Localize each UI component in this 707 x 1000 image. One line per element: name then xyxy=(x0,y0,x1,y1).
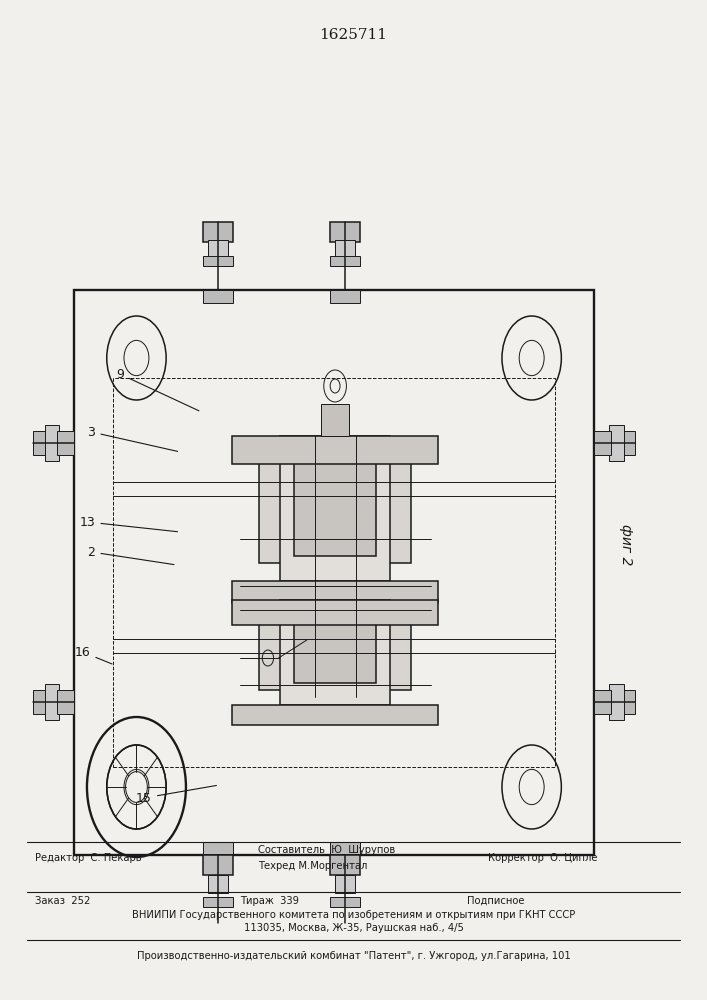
Text: фиг 2: фиг 2 xyxy=(619,524,633,566)
Bar xyxy=(259,615,411,690)
Bar xyxy=(232,581,438,603)
Text: 2: 2 xyxy=(88,546,174,565)
Bar xyxy=(203,222,233,242)
Bar xyxy=(232,436,438,464)
Bar xyxy=(45,684,59,720)
Bar xyxy=(33,431,47,455)
Bar xyxy=(335,240,355,258)
Bar xyxy=(203,897,233,907)
Text: 1625711: 1625711 xyxy=(320,28,387,42)
Bar xyxy=(315,436,356,697)
Text: 16: 16 xyxy=(75,646,112,664)
Bar xyxy=(335,875,355,893)
Bar xyxy=(259,454,411,563)
Bar xyxy=(294,461,375,556)
Bar xyxy=(57,690,74,714)
Text: Редактор  С. Пекарь: Редактор С. Пекарь xyxy=(35,853,142,863)
Bar xyxy=(232,705,438,725)
Text: Заказ  252: Заказ 252 xyxy=(35,896,90,906)
Bar xyxy=(203,855,233,875)
Bar xyxy=(74,290,594,855)
Bar xyxy=(621,431,635,455)
Bar xyxy=(203,256,233,266)
Bar xyxy=(330,256,360,266)
Text: Тираж  339: Тираж 339 xyxy=(240,896,299,906)
Bar xyxy=(57,431,74,455)
Bar xyxy=(113,378,555,767)
Text: Подписное: Подписное xyxy=(467,896,524,906)
Bar xyxy=(203,842,233,854)
Bar xyxy=(594,431,611,455)
Bar xyxy=(330,290,360,303)
Bar xyxy=(208,875,228,893)
Text: Техред М.Моргентал: Техред М.Моргентал xyxy=(258,861,368,871)
Bar xyxy=(321,404,349,436)
Bar xyxy=(609,425,624,461)
Bar xyxy=(232,600,438,625)
Bar xyxy=(621,690,635,714)
Bar xyxy=(280,600,390,705)
Text: ВНИИПИ Государственного комитета по изобретениям и открытиям при ГКНТ СССР: ВНИИПИ Государственного комитета по изоб… xyxy=(132,910,575,920)
Text: Корректор  О. Ципле: Корректор О. Ципле xyxy=(488,853,597,863)
Bar xyxy=(609,684,624,720)
Bar xyxy=(330,842,360,854)
Bar xyxy=(33,690,47,714)
Bar xyxy=(280,436,390,581)
Bar xyxy=(330,897,360,907)
Text: 13: 13 xyxy=(80,516,177,532)
Text: 15: 15 xyxy=(136,785,216,804)
Text: Производственно-издательский комбинат "Патент", г. Ужгород, ул.Гагарина, 101: Производственно-издательский комбинат "П… xyxy=(136,951,571,961)
Text: 3: 3 xyxy=(88,426,177,451)
Bar xyxy=(330,222,360,242)
Bar xyxy=(294,622,375,683)
Text: 113035, Москва, Ж-35, Раушская наб., 4/5: 113035, Москва, Ж-35, Раушская наб., 4/5 xyxy=(244,923,463,933)
Bar xyxy=(594,690,611,714)
Bar xyxy=(208,240,228,258)
Bar xyxy=(330,855,360,875)
Bar xyxy=(203,290,233,303)
Text: 9: 9 xyxy=(116,367,199,411)
Text: Составитель  Ю  Шурупов: Составитель Ю Шурупов xyxy=(258,845,395,855)
Bar xyxy=(45,425,59,461)
